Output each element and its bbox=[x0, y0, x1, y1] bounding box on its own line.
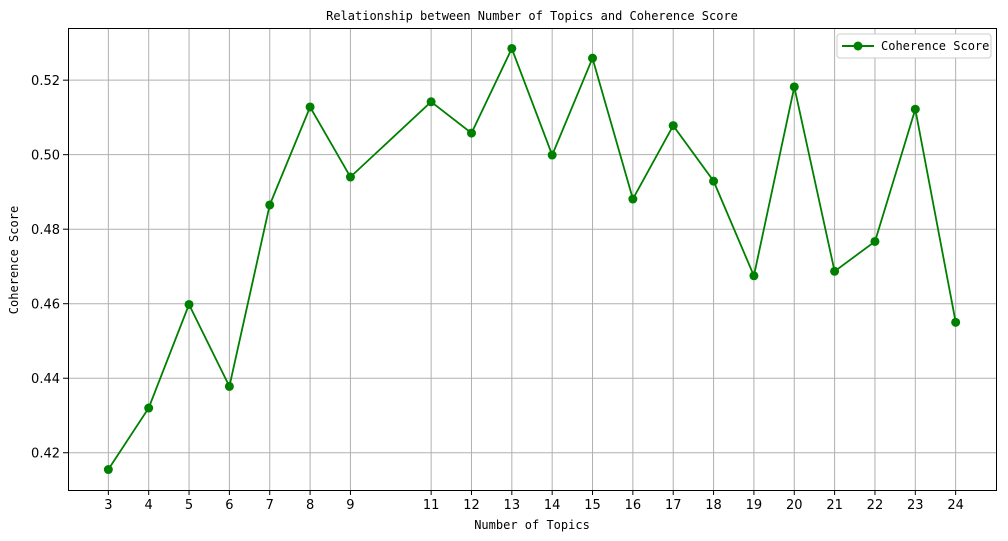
y-tick-label: 0.46 bbox=[31, 298, 60, 313]
data-point bbox=[709, 176, 719, 186]
x-tick-label: 21 bbox=[826, 498, 843, 513]
data-point bbox=[951, 317, 961, 327]
x-axis-label: Number of Topics bbox=[474, 518, 590, 532]
data-point bbox=[668, 121, 678, 131]
legend-entry: Coherence Score bbox=[881, 39, 989, 53]
x-tick-label: 5 bbox=[185, 498, 193, 513]
y-tick-label: 0.42 bbox=[31, 447, 60, 462]
data-point bbox=[547, 150, 557, 160]
x-tick-label: 3 bbox=[104, 498, 112, 513]
x-tick-label: 12 bbox=[463, 498, 480, 513]
data-point bbox=[749, 271, 759, 281]
x-tick-label: 11 bbox=[423, 498, 440, 513]
data-point bbox=[910, 104, 920, 114]
data-point bbox=[466, 128, 476, 138]
legend-box bbox=[836, 33, 992, 59]
y-axis-label: Coherence Score bbox=[7, 206, 21, 314]
data-point bbox=[184, 299, 194, 309]
x-tick-label: 8 bbox=[306, 498, 314, 513]
data-point bbox=[103, 465, 113, 475]
data-point bbox=[144, 403, 154, 413]
data-point bbox=[830, 266, 840, 276]
chart-title: Relationship between Number of Topics an… bbox=[326, 9, 738, 23]
x-tick-label: 6 bbox=[225, 498, 233, 513]
x-tick-label: 15 bbox=[584, 498, 601, 513]
x-tick-label: 16 bbox=[625, 498, 642, 513]
legend-marker bbox=[853, 41, 863, 51]
plot-frame bbox=[68, 28, 997, 491]
x-tick-label: 14 bbox=[544, 498, 561, 513]
data-point bbox=[345, 172, 355, 182]
data-point bbox=[507, 43, 517, 53]
axis-ticks: 3 4 5 6 7 8 9 11 12 13 14 15 16 17 18 19 20 21 22 23 24 0.42 0… bbox=[31, 74, 964, 513]
series-layer bbox=[103, 43, 961, 475]
data-point bbox=[305, 102, 315, 112]
x-tick-label: 24 bbox=[947, 498, 964, 513]
legend: Coherence Score bbox=[836, 33, 992, 59]
x-tick-label: 18 bbox=[705, 498, 722, 513]
y-tick-label: 0.48 bbox=[31, 223, 60, 238]
data-point bbox=[789, 82, 799, 92]
x-tick-label: 7 bbox=[266, 498, 274, 513]
data-point bbox=[224, 381, 234, 391]
y-tick-label: 0.44 bbox=[31, 372, 60, 387]
data-point bbox=[426, 97, 436, 107]
x-tick-label: 9 bbox=[346, 498, 354, 513]
x-tick-label: 20 bbox=[786, 498, 803, 513]
x-tick-label: 22 bbox=[867, 498, 884, 513]
x-tick-label: 19 bbox=[746, 498, 763, 513]
x-tick-label: 23 bbox=[907, 498, 924, 513]
data-point bbox=[628, 194, 638, 204]
grid bbox=[68, 28, 996, 490]
data-point bbox=[870, 236, 880, 246]
y-tick-label: 0.50 bbox=[31, 149, 60, 164]
x-tick-label: 4 bbox=[145, 498, 153, 513]
data-point bbox=[588, 53, 598, 63]
y-tick-label: 0.52 bbox=[31, 74, 60, 89]
x-tick-label: 17 bbox=[665, 498, 682, 513]
series-line bbox=[107, 46, 957, 470]
data-point bbox=[265, 200, 275, 210]
x-tick-label: 13 bbox=[504, 498, 521, 513]
